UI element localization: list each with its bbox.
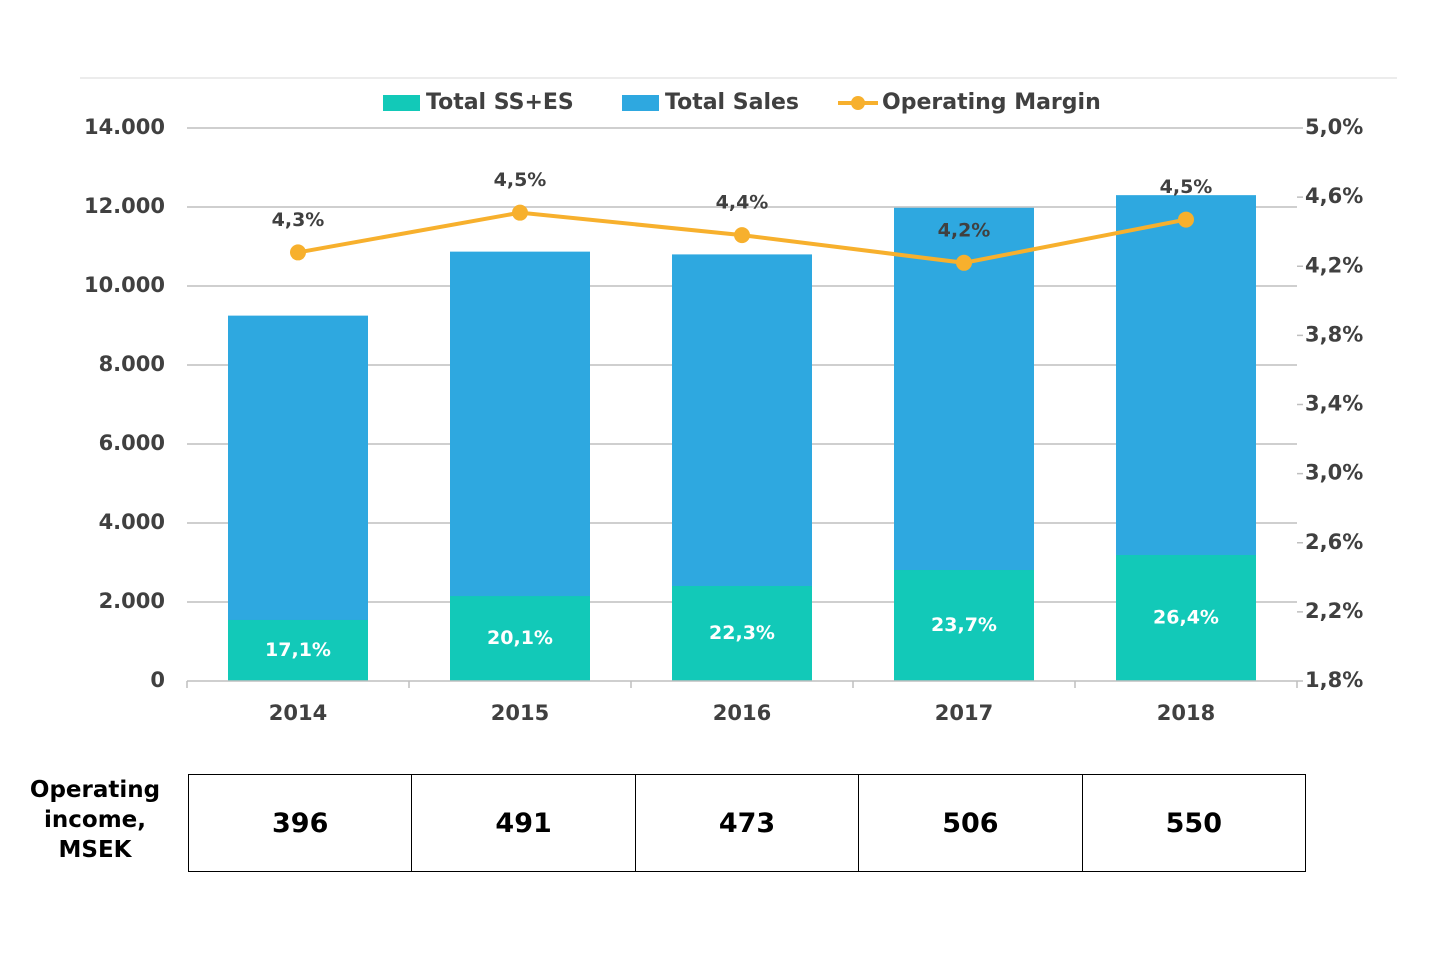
y-tick-label: 14.000 bbox=[84, 115, 165, 139]
y-tick-label: 6.000 bbox=[99, 431, 165, 455]
y2-tick-label: 3,8% bbox=[1305, 322, 1363, 346]
data-label: 4,5% bbox=[494, 169, 547, 191]
y-tick-label: 4.000 bbox=[99, 510, 165, 534]
x-tick-label: 2016 bbox=[713, 701, 771, 725]
bar bbox=[450, 596, 590, 681]
line-marker bbox=[290, 244, 306, 261]
bar bbox=[1116, 554, 1256, 681]
y2-tick-label: 1,8% bbox=[1305, 668, 1363, 692]
table-cell: 396 bbox=[272, 807, 329, 839]
y-tick-label: 2.000 bbox=[99, 589, 165, 613]
y-tick-label: 8.000 bbox=[99, 352, 165, 376]
y-tick-label: 12.000 bbox=[84, 194, 165, 218]
legend-swatch bbox=[383, 95, 420, 111]
bar bbox=[228, 619, 368, 681]
data-label: 4,3% bbox=[272, 209, 325, 231]
bar-annotation: 23,7% bbox=[931, 614, 997, 636]
data-label: 4,5% bbox=[1160, 176, 1213, 198]
chart: 0 2.000 4.000 6.000 8.000 10.000 12.000 14.000 1… bbox=[80, 77, 1397, 725]
bar-annotation: 26,4% bbox=[1153, 606, 1219, 628]
bar bbox=[672, 586, 812, 681]
table-cell: 550 bbox=[1081, 775, 1305, 871]
income-table: 396 491 473 506 550 bbox=[188, 774, 1306, 872]
table-cell: 473 bbox=[634, 775, 858, 871]
x-tick-label: 2015 bbox=[491, 701, 549, 725]
line-marker bbox=[734, 227, 750, 244]
x-tick-label: 2014 bbox=[269, 701, 327, 725]
legend-label: Total SS+ES bbox=[426, 90, 574, 115]
x-tick-label: 2018 bbox=[1157, 701, 1215, 725]
y2-tick-label: 4,2% bbox=[1305, 253, 1363, 277]
y-tick-label: 10.000 bbox=[84, 273, 165, 297]
legend-label: Total Sales bbox=[665, 90, 799, 115]
data-label: 4,4% bbox=[716, 192, 769, 214]
row-header: Operating income, MSEK bbox=[29, 777, 161, 863]
bar bbox=[894, 570, 1034, 681]
y2-tick-label: 2,2% bbox=[1305, 599, 1363, 623]
legend-label: Operating Margin bbox=[882, 90, 1101, 115]
y2-tick-label: 3,0% bbox=[1305, 461, 1363, 485]
y-tick-label: 0 bbox=[150, 668, 165, 692]
data-label: 4,2% bbox=[938, 219, 991, 241]
bar-annotation: 17,1% bbox=[265, 639, 331, 661]
line-marker bbox=[1178, 211, 1194, 228]
line-marker bbox=[512, 204, 528, 221]
y2-tick-label: 5,0% bbox=[1305, 115, 1363, 139]
table-cell: 506 bbox=[858, 775, 1081, 871]
y2-tick-label: 2,6% bbox=[1305, 530, 1363, 554]
x-tick-label: 2017 bbox=[935, 701, 993, 725]
y2-tick-label: 4,6% bbox=[1305, 184, 1363, 208]
legend-swatch bbox=[622, 95, 659, 111]
table-cell: 491 bbox=[411, 775, 634, 871]
y2-tick-label: 3,4% bbox=[1305, 392, 1363, 416]
bar-annotation: 20,1% bbox=[487, 627, 553, 649]
legend-marker bbox=[851, 96, 865, 110]
bar-annotation: 22,3% bbox=[709, 622, 775, 644]
line-marker bbox=[956, 254, 972, 271]
